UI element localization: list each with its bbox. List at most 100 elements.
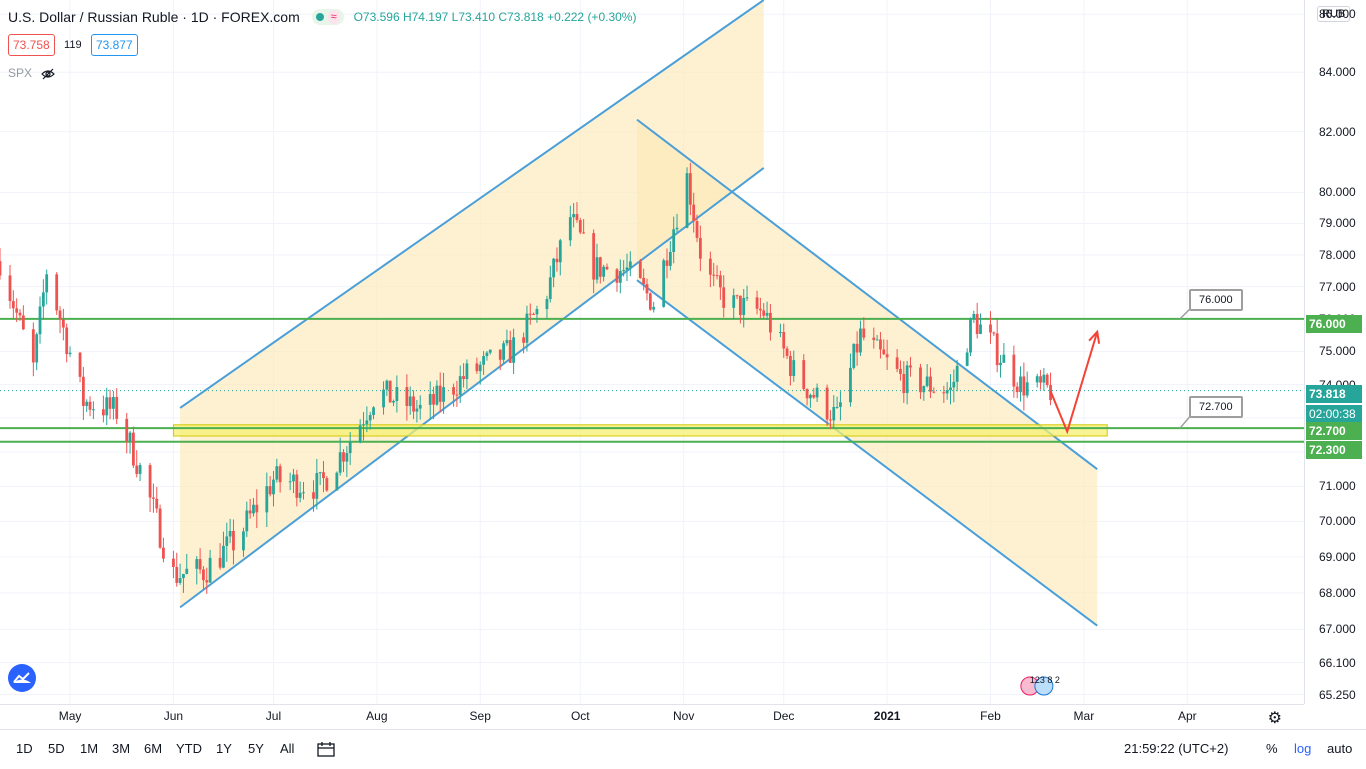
candle-body [178, 578, 182, 583]
candle-up [482, 351, 485, 375]
timeframe-button-1y[interactable]: 1Y [216, 741, 232, 756]
annotation-label-72-7[interactable]: 72.700 [1189, 396, 1243, 418]
time-tick-label: Sep [469, 709, 491, 723]
candle-up [372, 406, 375, 420]
time-tick-label: Jun [163, 709, 184, 723]
sell-button[interactable]: 73.758 [8, 34, 55, 56]
candle-body [372, 407, 375, 416]
tradingview-logo-icon[interactable] [8, 664, 36, 692]
candle-body [989, 324, 992, 333]
candle-body [175, 566, 179, 583]
candle-up [208, 549, 212, 583]
annotation-label-76[interactable]: 76.000 [1189, 289, 1243, 311]
candle-body [65, 327, 69, 355]
candle-body [128, 432, 132, 442]
percent-toggle[interactable]: % [1266, 741, 1278, 756]
candle-down [855, 331, 859, 366]
last-price-label: 73.818 [1306, 385, 1362, 403]
candle-body [882, 349, 886, 355]
candle-body [91, 409, 95, 411]
candle-body [162, 547, 165, 559]
candle-up [178, 563, 182, 585]
candle-up [999, 355, 1002, 378]
candle-body [618, 270, 622, 283]
candle-up [428, 381, 432, 420]
candle-down [18, 309, 22, 321]
candle-body [335, 472, 339, 491]
candle-up [1019, 366, 1022, 402]
candle-body [662, 260, 666, 307]
candle-up [435, 380, 439, 406]
timeframe-button-1m[interactable]: 1M [80, 741, 99, 756]
candle-down [55, 272, 59, 315]
candle-body [732, 295, 736, 308]
candle-body [769, 312, 772, 333]
candle-down [615, 267, 619, 292]
candle-up [368, 411, 372, 430]
candle-body [675, 227, 679, 230]
candle-body [325, 478, 329, 491]
symbol-title[interactable]: U.S. Dollar / Russian Ruble · 1D · FOREX… [8, 9, 300, 26]
candle-up [535, 305, 539, 323]
candle-body [615, 269, 619, 283]
candle-body [929, 376, 932, 392]
candle-body [855, 343, 859, 353]
candle-body [558, 240, 562, 263]
candle-body [272, 479, 275, 495]
candle-body [1002, 354, 1006, 363]
candle-down [578, 217, 582, 235]
candle-down [155, 486, 159, 513]
candle-body [388, 380, 392, 403]
candle-down [438, 372, 442, 413]
timeframe-button-ytd[interactable]: YTD [176, 741, 202, 756]
price-chart[interactable]: 123 8 2 [0, 0, 1304, 704]
candle-down [452, 383, 455, 407]
price-axis[interactable]: RUB 86.000 84.000 82.000 80.000 79.000 78.000… [1304, 0, 1366, 704]
candle-body [385, 380, 389, 390]
timeframe-button-5d[interactable]: 5D [48, 741, 65, 756]
candle-down [132, 426, 135, 468]
gear-icon[interactable]: ⚙ [1267, 710, 1282, 727]
candle-up [41, 279, 45, 320]
compare-symbol[interactable]: SPX [8, 66, 33, 80]
candle-down [805, 388, 809, 406]
candle-body [8, 275, 12, 302]
timeframe-button-all[interactable]: All [280, 741, 295, 756]
candle-down [455, 380, 459, 407]
candle-down [202, 566, 205, 590]
clock-readout[interactable]: 21:59:22 (UTC+2) [1124, 741, 1229, 756]
candle-body [245, 510, 249, 532]
timeframe-button-6m[interactable]: 6M [144, 741, 163, 756]
candle-body [185, 568, 189, 574]
candle-down [1045, 373, 1049, 388]
candle-body [832, 406, 836, 421]
timeframe-button-5y[interactable]: 5Y [248, 741, 264, 756]
auto-toggle[interactable]: auto [1327, 741, 1353, 756]
candle-down [31, 322, 35, 377]
candle-up [85, 399, 89, 413]
candle-up [505, 329, 509, 346]
candle-down [598, 256, 602, 284]
eye-off-icon[interactable] [41, 67, 56, 81]
time-axis[interactable]: May Jun Jul Aug Sep Oct Nov Dec 2021 Feb Mar Apr ⚙ [0, 704, 1304, 730]
candle-down [715, 265, 719, 280]
candle-body [922, 386, 926, 393]
currency-badge[interactable]: RUB [1317, 6, 1351, 22]
candle-body [925, 376, 929, 387]
log-toggle[interactable]: log [1294, 741, 1312, 756]
buy-button[interactable]: 73.877 [90, 34, 138, 56]
timeframe-button-3m[interactable]: 3M [112, 741, 131, 756]
price-tick-label: 68.000 [1319, 585, 1356, 600]
candle-down [929, 367, 932, 399]
candle-body [638, 261, 642, 278]
candle-down [738, 295, 742, 324]
candle-body [302, 492, 305, 494]
compare-chart-icon[interactable] [317, 741, 335, 757]
chart-area[interactable]: 123 8 2 U.S. Dollar / Russian Ruble · 1D… [0, 0, 1304, 704]
candle-body [322, 472, 325, 479]
price-tick-label: 77.000 [1319, 279, 1356, 294]
level-76-label: 76.000 [1306, 315, 1362, 333]
candle-down [248, 498, 252, 519]
market-status-badge[interactable]: ≈ [311, 9, 344, 26]
timeframe-button-1d[interactable]: 1D [16, 741, 33, 756]
